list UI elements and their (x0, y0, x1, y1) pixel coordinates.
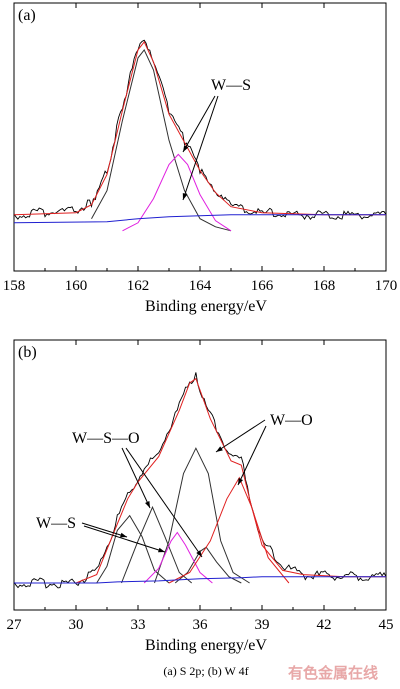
annotation-arrowhead (216, 446, 223, 452)
panel-b: 27 30 33 36 39 42 45 Binding energy/eV (b) W—S—O W… (7, 339, 394, 654)
watermark: 有色金属在线 (288, 664, 378, 682)
annotation-label: W—S (211, 77, 251, 94)
annotation-arrow (125, 447, 203, 558)
series-envelope (14, 377, 386, 584)
series-background (14, 576, 386, 584)
series-wso (168, 476, 290, 584)
x-tick-label: 39 (255, 617, 270, 633)
series-component (96, 514, 170, 584)
annotation-label: W—S (36, 515, 76, 532)
series-envelope (13, 40, 386, 216)
annotation-arrow (237, 425, 267, 486)
series-ws (122, 153, 232, 232)
series-component (154, 447, 250, 584)
annotation-arrow (83, 525, 166, 553)
annotation-arrowhead (196, 550, 202, 557)
x-axis-title: Binding energy/eV (145, 637, 267, 654)
annotation-arrow (121, 447, 151, 509)
x-tick-label: 45 (379, 617, 394, 633)
annotation-arrowhead (120, 532, 127, 538)
x-tick-label: 27 (7, 617, 23, 633)
plot-frame (13, 2, 387, 272)
annotation-arrowhead (145, 501, 150, 508)
annotation-arrowhead (182, 193, 188, 200)
x-tick-label: 164 (189, 278, 212, 294)
x-tick-label: 168 (313, 278, 336, 294)
x-tick-label: 170 (375, 278, 398, 294)
x-tick-label: 30 (69, 617, 84, 633)
figure-caption: (a) S 2p; (b) W 4f (163, 664, 248, 678)
series-component (91, 48, 232, 232)
x-tick-label: 33 (131, 617, 146, 633)
series-component (121, 505, 193, 584)
panel-label: (a) (18, 7, 36, 24)
annotation-arrowhead (183, 145, 189, 152)
annotation-arrow (215, 419, 266, 453)
x-tick-label: 42 (317, 617, 332, 633)
x-tick-label: 36 (193, 617, 209, 633)
annotation-arrow (81, 522, 128, 538)
series-raw (13, 39, 387, 220)
panel-a: 158 160 162 164 166 168 170 Binding energy/eV (a… (3, 2, 398, 315)
series-background (13, 214, 386, 224)
x-axis-title: Binding energy/eV (145, 298, 267, 315)
x-tick-label: 158 (3, 278, 26, 294)
series-ws (143, 531, 213, 584)
panel-label: (b) (18, 344, 37, 361)
x-tick-label: 162 (127, 278, 150, 294)
annotation-arrowhead (238, 478, 243, 485)
annotation-label: W—S—O (72, 430, 140, 447)
x-tick-label: 166 (251, 278, 274, 294)
annotation-label: W—O (270, 412, 313, 429)
annotation-arrow (182, 95, 216, 153)
plot-frame (13, 339, 387, 611)
x-tick-label: 160 (65, 278, 88, 294)
annotation-arrowhead (158, 547, 165, 553)
annotation-arrow (182, 95, 219, 201)
